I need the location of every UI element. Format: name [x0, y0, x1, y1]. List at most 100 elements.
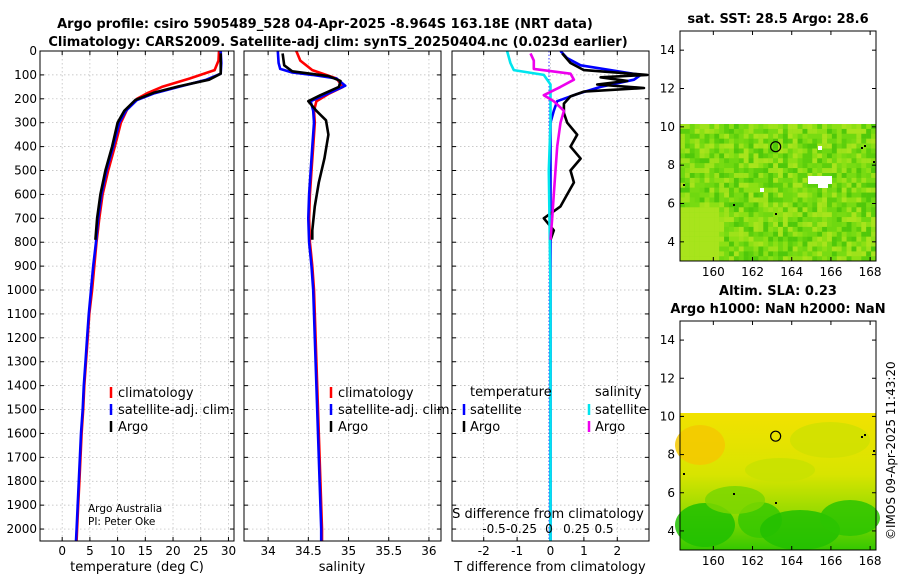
sst-cell — [871, 188, 876, 193]
sst-cell — [705, 188, 710, 193]
sst-cell — [798, 158, 803, 163]
sst-cell — [827, 153, 832, 158]
sst-cell — [861, 183, 866, 188]
sst-cell — [783, 149, 788, 154]
sst-cell — [690, 232, 695, 237]
y-tick-label: 14 — [660, 333, 675, 347]
difference-legend-salinity: salinity satellite Argo — [589, 385, 647, 435]
y-tick-label: 900 — [14, 259, 37, 273]
sst-cell — [832, 232, 837, 237]
sst-cell — [714, 144, 719, 149]
sst-cell — [856, 217, 861, 222]
sst-cell — [788, 193, 793, 198]
sst-cell — [783, 173, 788, 178]
sst-cell — [714, 237, 719, 242]
sst-cell — [700, 168, 705, 173]
sst-cell — [680, 144, 685, 149]
sst-cell — [749, 188, 754, 193]
sst-cell — [768, 178, 773, 183]
sst-cell — [827, 198, 832, 203]
sst-cell — [705, 129, 710, 134]
sst-cell — [773, 232, 778, 237]
sst-cell — [847, 149, 852, 154]
sst-cell — [724, 158, 729, 163]
sst-cell — [822, 242, 827, 247]
sst-cell — [807, 242, 812, 247]
sst-cell — [773, 193, 778, 198]
sst-cell — [734, 227, 739, 232]
sst-cell — [724, 251, 729, 256]
sst-cell — [749, 158, 754, 163]
sst-cell — [783, 193, 788, 198]
y-tick-label: 14 — [660, 43, 675, 57]
sst-cell — [871, 149, 876, 154]
sst-cell — [714, 232, 719, 237]
sst-cell — [827, 188, 832, 193]
sst-cell — [744, 149, 749, 154]
sst-cell — [749, 173, 754, 178]
sst-cell — [690, 202, 695, 207]
sst-cell — [822, 134, 827, 139]
sst-cell — [832, 129, 837, 134]
sst-cell — [837, 198, 842, 203]
sst-cell — [763, 168, 768, 173]
sst-cell — [798, 129, 803, 134]
sst-cell — [788, 222, 793, 227]
sst-cell — [852, 251, 857, 256]
sst-cell — [763, 144, 768, 149]
sst-cell — [798, 163, 803, 168]
x-tick-label: 0 — [547, 544, 555, 558]
x-tick-label: 25 — [193, 544, 208, 558]
credit-text: Argo Australia — [88, 503, 162, 515]
sst-cell — [768, 202, 773, 207]
sst-cell — [798, 212, 803, 217]
sst-cell — [788, 144, 793, 149]
sst-cell — [793, 139, 798, 144]
temperature-xlabel: temperature (deg C) — [70, 560, 204, 575]
sst-cell — [812, 158, 817, 163]
sst-cell — [861, 149, 866, 154]
sst-cell — [852, 222, 857, 227]
sst-cell — [729, 139, 734, 144]
sst-cell — [729, 232, 734, 237]
sst-cell — [749, 217, 754, 222]
sst-cell — [798, 232, 803, 237]
sst-cell — [758, 134, 763, 139]
sst-cell — [719, 158, 724, 163]
sst-cell — [856, 193, 861, 198]
y-tick-label: 1900 — [6, 498, 37, 512]
sst-cell — [709, 168, 714, 173]
sst-cell — [763, 212, 768, 217]
sst-cell — [714, 124, 719, 129]
sst-cell — [700, 193, 705, 198]
sst-cell — [852, 153, 857, 158]
sst-cell — [812, 124, 817, 129]
sst-cell — [773, 198, 778, 203]
sst-cell — [724, 144, 729, 149]
sst-cell — [773, 227, 778, 232]
sst-cell — [685, 217, 690, 222]
sst-cell — [847, 178, 852, 183]
salinity-axes — [244, 51, 441, 541]
sst-cell — [817, 251, 822, 256]
sst-cell — [832, 188, 837, 193]
sst-cell — [773, 153, 778, 158]
sst-cell — [837, 247, 842, 252]
sst-cell — [768, 183, 773, 188]
sst-cell — [798, 134, 803, 139]
sst-cell — [690, 139, 695, 144]
x-tick-label: 162 — [741, 265, 764, 279]
sst-cell — [680, 247, 685, 252]
sst-cell — [700, 139, 705, 144]
sst-cell — [749, 153, 754, 158]
sst-cell — [866, 222, 871, 227]
sst-cell — [690, 227, 695, 232]
y-tick-label: 1500 — [6, 403, 37, 417]
sst-cell — [812, 202, 817, 207]
sst-cell — [754, 178, 759, 183]
sst-cell — [812, 247, 817, 252]
sst-cell — [803, 247, 808, 252]
sst-cell — [822, 198, 827, 203]
sst-cell — [754, 202, 759, 207]
x-tick-label: 162 — [741, 554, 764, 568]
